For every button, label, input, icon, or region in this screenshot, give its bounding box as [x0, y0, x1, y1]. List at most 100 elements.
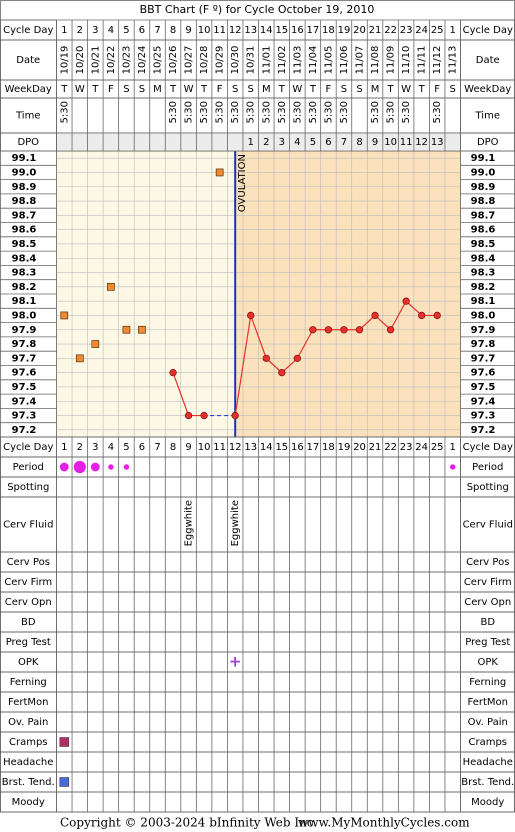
time-label: 5:30 [323, 101, 334, 123]
date-label: 10/27 [184, 46, 195, 75]
cycle_day-label: 16 [291, 25, 304, 36]
y-tick-label-right: 98.6 [471, 225, 496, 236]
y-tick-label: 98.7 [12, 210, 37, 221]
cycle_day-label: 12 [229, 25, 242, 36]
row-label: Spotting [7, 482, 49, 493]
weekday-label: F [217, 84, 223, 95]
row-label-right: Ferning [469, 677, 506, 688]
weekday-label: W [292, 84, 302, 95]
cycle_day-label: 24 [415, 25, 428, 36]
row-label-right: Spotting [467, 482, 509, 493]
cycle_day-label: 10 [198, 25, 211, 36]
cycle-day-label: 1 [61, 442, 67, 453]
cycle-day-label: 19 [338, 442, 351, 453]
y-tick-label-right: 98.1 [471, 296, 496, 307]
date-label: 11/11 [417, 46, 428, 75]
y-tick-label: 99.1 [12, 153, 37, 164]
row-label-right: FertMon [468, 697, 508, 708]
date-label: 10/29 [215, 46, 226, 75]
footer-site: www.MyMonthlyCycles.com [298, 816, 470, 830]
temperature-point [169, 369, 177, 377]
row-label: DPO [17, 137, 39, 148]
row-label: Ov. Pain [8, 717, 48, 728]
cycle-day-label: 22 [384, 442, 397, 453]
time-label: 5:30 [308, 101, 319, 123]
cycle_day-label: 1 [61, 25, 67, 36]
cycle-day-label: 14 [260, 442, 273, 453]
row-label-right: Cerv Pos [466, 557, 509, 568]
date-label: 11/12 [432, 46, 443, 75]
y-tick-label-right: 97.6 [471, 368, 496, 379]
period-mark [73, 460, 86, 474]
y-tick-label: 97.5 [12, 382, 37, 393]
cycle-day-label: 4 [108, 442, 114, 453]
time-label: 5:30 [277, 101, 288, 123]
cycle-day-label: 6 [139, 442, 145, 453]
row-label-right: BD [480, 617, 495, 628]
y-tick-label: 98.0 [12, 310, 37, 321]
cycle_day-label: 1 [450, 25, 456, 36]
dpo-label: 8 [356, 137, 362, 148]
weekday-label: S [341, 84, 347, 95]
temperature-point [324, 326, 333, 334]
cycle_day-label: 2 [77, 25, 83, 36]
period-mark [59, 462, 69, 472]
excluded-temperature [60, 311, 69, 320]
weekday-label: S [123, 84, 129, 95]
y-tick-label-right: 98.9 [471, 182, 496, 193]
cycle_day-label: 20 [353, 25, 366, 36]
period-mark [90, 462, 100, 472]
date-label: 10/20 [75, 46, 86, 75]
cycle-day-label: 17 [307, 442, 320, 453]
y-tick-label: 98.6 [12, 225, 37, 236]
cycle_day-label: 23 [400, 25, 413, 36]
temperature-point [371, 311, 379, 320]
weekday-label: F [108, 84, 114, 95]
cycle_day-label: 19 [338, 25, 351, 36]
temperature-point [309, 326, 317, 334]
cycle-day-label: 25 [431, 442, 444, 453]
weekday-label: T [418, 84, 426, 95]
date-label: 10/24 [137, 46, 148, 75]
cycle_day-label: 5 [123, 25, 129, 36]
weekday-label: T [60, 84, 68, 95]
period-mark [450, 464, 456, 470]
cycle-day-label: 11 [213, 442, 226, 453]
temperature-point [433, 311, 441, 320]
weekday-label: M [262, 84, 271, 95]
dpo-label: 7 [341, 137, 347, 148]
y-tick-label-right: 98.8 [471, 196, 496, 207]
weekday-label: T [200, 84, 208, 95]
row-label: Ferning [10, 677, 47, 688]
weekday-label: T [278, 84, 286, 95]
cycle_day-label: 14 [260, 25, 273, 36]
temperature-point [293, 354, 301, 363]
weekday-label: W [75, 84, 85, 95]
row-label: Date [16, 55, 40, 66]
temperature-point [231, 411, 239, 420]
date-label: 10/28 [199, 46, 210, 75]
row-label-right: Cycle Day [463, 442, 513, 453]
period-mark [123, 464, 130, 470]
weekday-label: F [326, 84, 332, 95]
temperature-point [200, 411, 208, 420]
cycle-day-label: 8 [170, 442, 176, 453]
cycle-day-label: 10 [198, 442, 211, 453]
time-label: 5:30 [199, 101, 210, 123]
y-tick-label: 97.3 [12, 411, 37, 422]
y-tick-label: 98.8 [12, 196, 37, 207]
dpo-label: 12 [415, 137, 428, 148]
time-label: 5:30 [184, 101, 195, 123]
row-label: OPK [18, 657, 39, 668]
weekday-label: T [169, 84, 177, 95]
cycle_day-label: 21 [369, 25, 382, 36]
time-label: 5:30 [401, 101, 412, 123]
cycle_day-label: 7 [154, 25, 160, 36]
weekday-label: M [371, 84, 380, 95]
row-label-right: Date [476, 55, 500, 66]
period-mark [108, 464, 114, 470]
y-tick-label-right: 97.9 [471, 325, 496, 336]
row-label-right: Moody [471, 797, 504, 808]
temperature-point [247, 311, 255, 320]
